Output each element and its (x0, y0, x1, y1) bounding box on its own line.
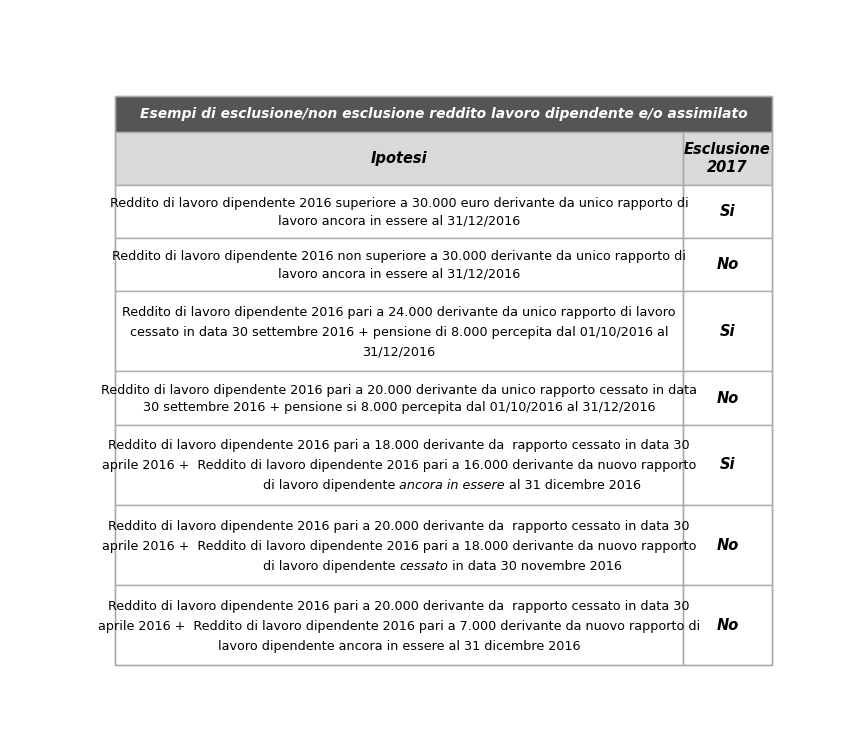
Bar (115, 97, 772, 132)
Text: cessato: cessato (399, 559, 448, 572)
Text: Esempi di esclusione/non esclusione reddito lavoro dipendente e/o assimilato: Esempi di esclusione/non esclusione redd… (139, 107, 747, 121)
Bar (115, 372, 683, 425)
Text: No: No (716, 257, 739, 272)
Text: di lavoro dipendente: di lavoro dipendente (263, 559, 399, 572)
Bar (115, 425, 683, 505)
Text: Reddito di lavoro dipendente 2016 pari a 20.000 derivante da  rapporto cessato i: Reddito di lavoro dipendente 2016 pari a… (108, 599, 689, 613)
Bar (683, 291, 772, 372)
Bar (115, 185, 683, 238)
Text: 31/12/2016: 31/12/2016 (362, 346, 436, 359)
Bar (115, 505, 683, 585)
Bar (115, 132, 683, 185)
Text: Reddito di lavoro dipendente 2016 pari a 18.000 derivante da  rapporto cessato i: Reddito di lavoro dipendente 2016 pari a… (108, 440, 689, 452)
Bar (115, 585, 683, 665)
Bar (683, 372, 772, 425)
Text: Si: Si (720, 324, 735, 339)
Bar (683, 185, 772, 238)
Bar (683, 505, 772, 585)
Bar (115, 238, 683, 291)
Text: lavoro dipendente ancora in essere al 31 dicembre 2016: lavoro dipendente ancora in essere al 31… (218, 639, 580, 653)
Text: lavoro ancora in essere al 31/12/2016: lavoro ancora in essere al 31/12/2016 (278, 215, 520, 228)
Text: Si: Si (720, 204, 735, 219)
Text: Reddito di lavoro dipendente 2016 superiore a 30.000 euro derivante da unico rap: Reddito di lavoro dipendente 2016 superi… (110, 197, 689, 210)
Bar (683, 505, 772, 585)
Bar (683, 238, 772, 291)
Text: al 31 dicembre 2016: al 31 dicembre 2016 (504, 480, 641, 492)
Text: in data 30 novembre 2016: in data 30 novembre 2016 (448, 559, 622, 572)
Bar (683, 291, 772, 372)
Text: No: No (716, 391, 739, 406)
Bar (115, 132, 683, 185)
Text: ancora in essere: ancora in essere (399, 480, 504, 492)
Bar (115, 97, 772, 132)
Text: Esclusione
2017: Esclusione 2017 (684, 143, 771, 175)
Bar (115, 425, 683, 505)
Text: Reddito di lavoro dipendente 2016 non superiore a 30.000 derivante da unico rapp: Reddito di lavoro dipendente 2016 non su… (112, 250, 686, 263)
Text: Reddito di lavoro dipendente 2016 pari a 20.000 derivante da unico rapporto cess: Reddito di lavoro dipendente 2016 pari a… (101, 384, 697, 397)
Bar (683, 585, 772, 665)
Bar (683, 372, 772, 425)
Text: cessato in data 30 settembre 2016 + pensione di 8.000 percepita dal 01/10/2016 a: cessato in data 30 settembre 2016 + pens… (130, 326, 669, 339)
Text: Ipotesi: Ipotesi (371, 151, 427, 166)
Bar (115, 585, 683, 665)
Bar (683, 585, 772, 665)
Text: aprile 2016 +  Reddito di lavoro dipendente 2016 pari a 18.000 derivante da nuov: aprile 2016 + Reddito di lavoro dipenden… (102, 540, 696, 553)
Text: Si: Si (720, 458, 735, 473)
Bar (115, 291, 683, 372)
Text: Reddito di lavoro dipendente 2016 pari a 20.000 derivante da  rapporto cessato i: Reddito di lavoro dipendente 2016 pari a… (108, 520, 689, 532)
Text: lavoro ancora in essere al 31/12/2016: lavoro ancora in essere al 31/12/2016 (278, 268, 520, 281)
Text: No: No (716, 538, 739, 553)
Text: No: No (716, 618, 739, 633)
Bar (115, 185, 683, 238)
Bar (683, 425, 772, 505)
Bar (683, 132, 772, 185)
Bar (683, 132, 772, 185)
Bar (115, 291, 683, 372)
Text: di lavoro dipendente: di lavoro dipendente (263, 480, 399, 492)
Bar (683, 238, 772, 291)
Bar (683, 185, 772, 238)
Text: aprile 2016 +  Reddito di lavoro dipendente 2016 pari a 16.000 derivante da nuov: aprile 2016 + Reddito di lavoro dipenden… (102, 459, 696, 473)
Bar (115, 238, 683, 291)
Text: aprile 2016 +  Reddito di lavoro dipendente 2016 pari a 7.000 derivante da nuovo: aprile 2016 + Reddito di lavoro dipenden… (98, 620, 700, 633)
Bar (683, 425, 772, 505)
Text: Reddito di lavoro dipendente 2016 pari a 24.000 derivante da unico rapporto di l: Reddito di lavoro dipendente 2016 pari a… (122, 306, 676, 319)
Text: 30 settembre 2016 + pensione si 8.000 percepita dal 01/10/2016 al 31/12/2016: 30 settembre 2016 + pensione si 8.000 pe… (143, 401, 655, 415)
Bar (115, 372, 683, 425)
Bar (115, 505, 683, 585)
